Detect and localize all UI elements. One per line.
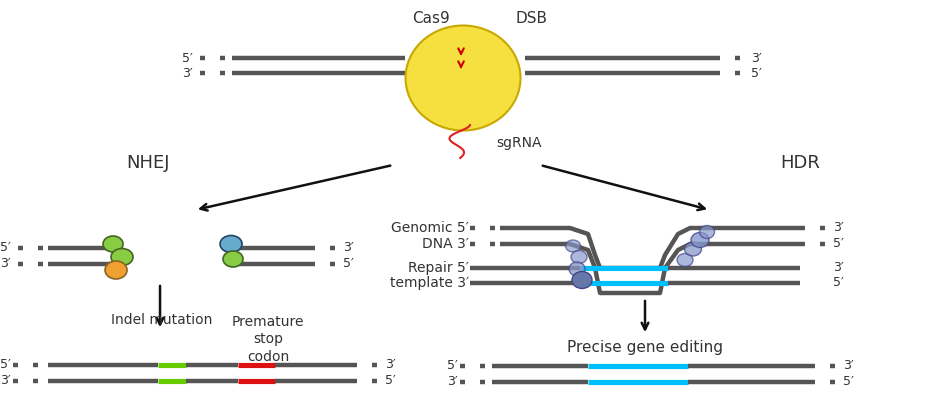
Text: 3′: 3′ xyxy=(843,359,853,372)
Ellipse shape xyxy=(220,235,242,253)
Text: Repair 5′: Repair 5′ xyxy=(408,261,469,275)
Text: 5′: 5′ xyxy=(843,376,854,388)
Text: Cas9: Cas9 xyxy=(412,10,450,25)
Ellipse shape xyxy=(569,262,585,276)
Text: 5′: 5′ xyxy=(385,374,395,388)
Ellipse shape xyxy=(685,242,702,256)
Text: DNA 3′: DNA 3′ xyxy=(422,237,469,251)
Text: 3′: 3′ xyxy=(0,374,11,388)
Text: 5′: 5′ xyxy=(833,237,844,251)
Text: Precise gene editing: Precise gene editing xyxy=(567,340,723,355)
Text: 5′: 5′ xyxy=(447,359,458,372)
Ellipse shape xyxy=(699,226,714,239)
Ellipse shape xyxy=(572,272,592,289)
Text: NHEJ: NHEJ xyxy=(126,154,169,172)
Text: 5′: 5′ xyxy=(183,52,193,64)
Text: 3′: 3′ xyxy=(183,66,193,79)
Text: 5′: 5′ xyxy=(0,359,11,372)
Ellipse shape xyxy=(571,251,587,264)
Text: 3′: 3′ xyxy=(833,222,844,235)
Text: template 3′: template 3′ xyxy=(390,276,469,290)
Text: Genomic 5′: Genomic 5′ xyxy=(392,221,469,235)
Text: 3′: 3′ xyxy=(751,52,762,64)
Text: 5′: 5′ xyxy=(343,258,354,270)
Text: Indel mutation: Indel mutation xyxy=(112,313,213,327)
Text: 3′: 3′ xyxy=(343,241,354,255)
Ellipse shape xyxy=(223,251,243,267)
Ellipse shape xyxy=(691,233,709,247)
Ellipse shape xyxy=(406,25,520,131)
Ellipse shape xyxy=(111,249,133,266)
Text: 3′: 3′ xyxy=(385,359,395,372)
Text: 5′: 5′ xyxy=(0,241,11,255)
Ellipse shape xyxy=(566,240,581,252)
Text: sgRNA: sgRNA xyxy=(496,136,541,150)
Text: 5′: 5′ xyxy=(833,276,844,289)
Ellipse shape xyxy=(103,236,123,252)
Ellipse shape xyxy=(677,253,693,266)
Text: Premature
stop
codon: Premature stop codon xyxy=(232,315,305,364)
Text: 5′: 5′ xyxy=(751,66,762,79)
Text: HDR: HDR xyxy=(780,154,820,172)
Text: 3′: 3′ xyxy=(447,376,458,388)
Text: 3′: 3′ xyxy=(833,262,844,274)
Text: 3′: 3′ xyxy=(0,258,11,270)
Ellipse shape xyxy=(105,261,127,279)
Text: DSB: DSB xyxy=(515,10,547,25)
